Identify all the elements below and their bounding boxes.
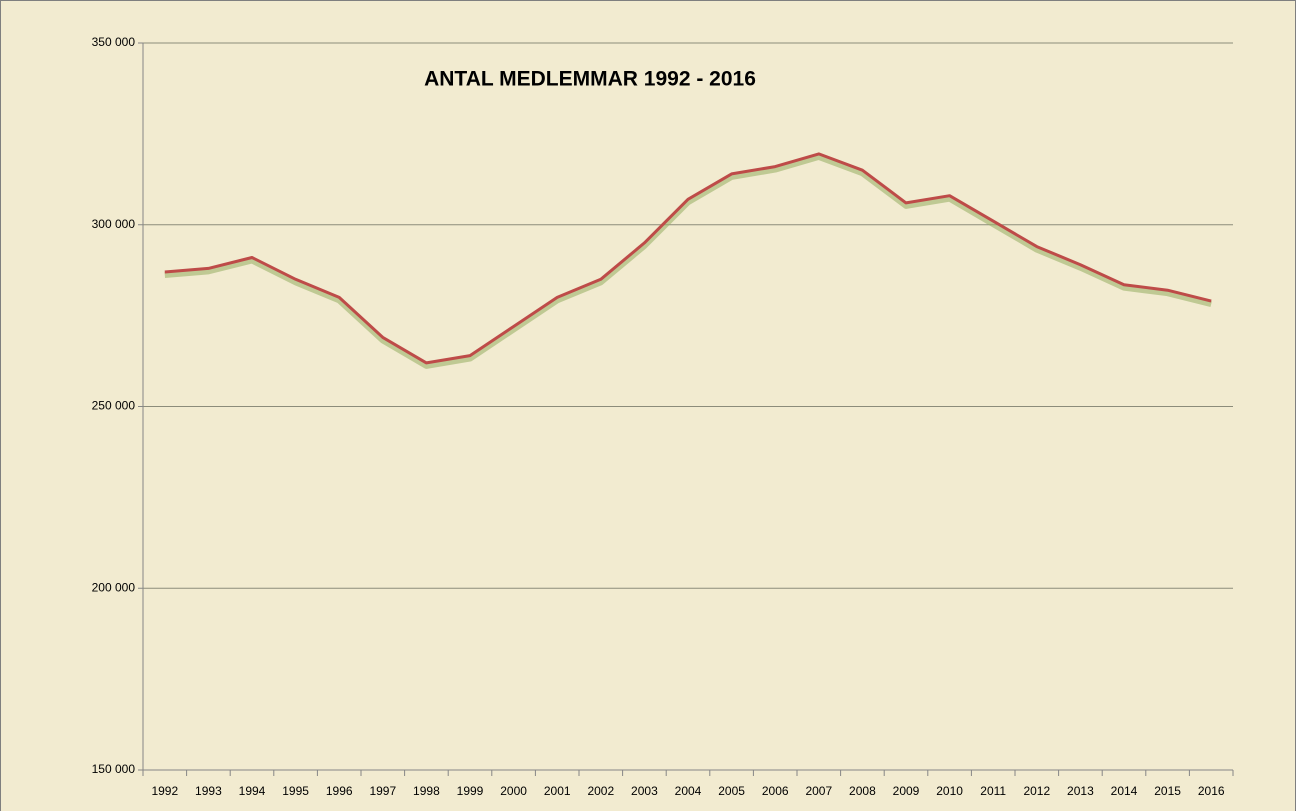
x-tick-label: 1998 [413, 784, 440, 798]
marks [164, 152, 1212, 369]
y-tick-label: 300 000 [92, 217, 136, 231]
x-tick-label: 2000 [500, 784, 527, 798]
x-tick-label: 1996 [326, 784, 353, 798]
x-tick-label: 2015 [1154, 784, 1181, 798]
line [164, 152, 1212, 365]
x-tick-label: 2003 [631, 784, 658, 798]
x-tick-label: 2001 [544, 784, 571, 798]
x-tick-label: 2016 [1198, 784, 1225, 798]
y-tick-label: 200 000 [92, 580, 136, 594]
y-tick-label: 150 000 [92, 762, 136, 776]
x-tick-label: 1995 [282, 784, 309, 798]
x-tick-label: 2004 [675, 784, 702, 798]
x-tick-label: 2011 [980, 784, 1006, 798]
x-tick-label: 1997 [369, 784, 396, 798]
x-tick-label: 2005 [718, 784, 745, 798]
chart-title: ANTAL MEDLEMMAR 1992 - 2016 [424, 68, 756, 91]
y-tick-label: 250 000 [92, 399, 136, 413]
y-tick-label: 350 000 [92, 35, 136, 49]
x-tick-label: 2009 [893, 784, 920, 798]
x-tick-label: 2010 [936, 784, 963, 798]
x-tick-label: 2002 [587, 784, 614, 798]
x-tick-label: 1992 [151, 784, 178, 798]
x-tick-label: 1994 [239, 784, 266, 798]
x-tick-label: 2008 [849, 784, 876, 798]
x-tick-label: 1993 [195, 784, 222, 798]
x-tick-label: 1999 [457, 784, 484, 798]
axes: 150 000 200 000 250 000 300 000 350 000 1992 1… [92, 35, 1234, 798]
line-shadow [164, 153, 1212, 369]
x-tick-label: 2006 [762, 784, 789, 798]
x-tick-label: 2013 [1067, 784, 1094, 798]
x-tick-label: 2014 [1111, 784, 1138, 798]
x-tick-label: 2007 [805, 784, 832, 798]
x-tick-label: 2012 [1023, 784, 1050, 798]
